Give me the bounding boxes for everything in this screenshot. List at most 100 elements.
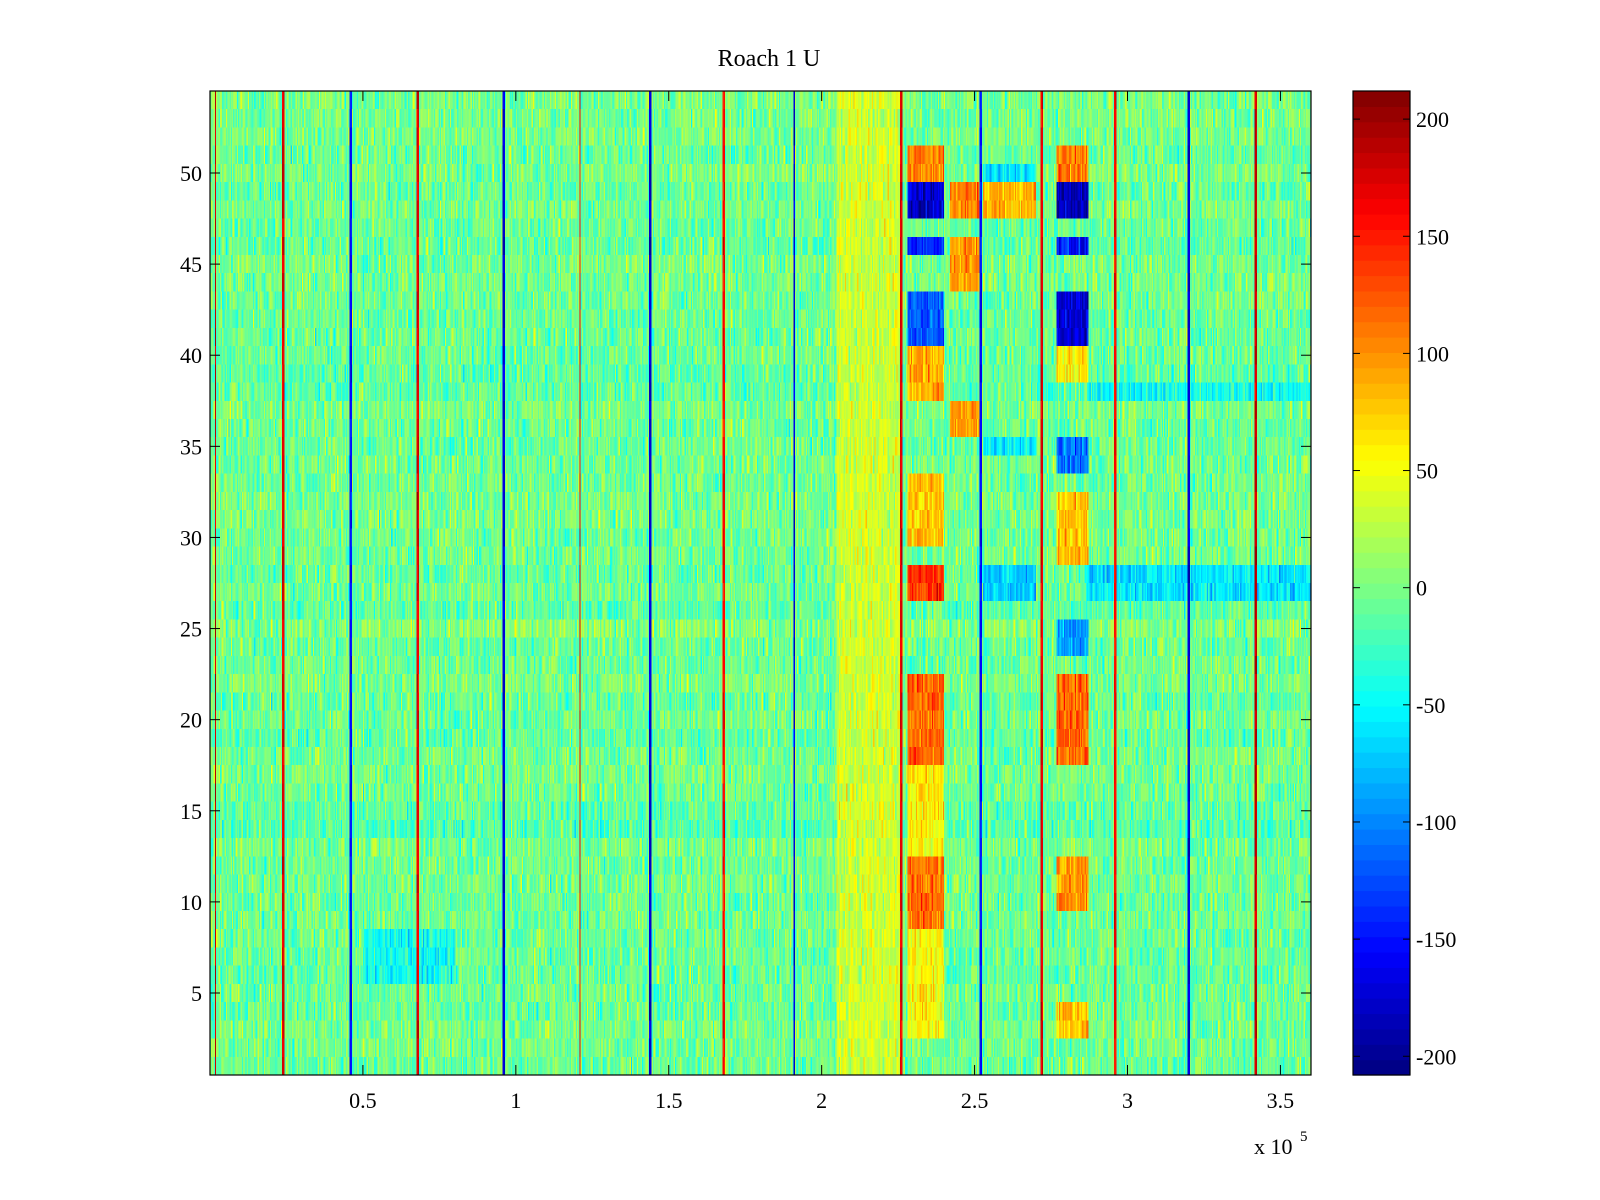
colorbar-tick-label: -100 [1416, 810, 1456, 835]
x-tick-label: 2.5 [961, 1088, 989, 1113]
colorbar-segment [1353, 383, 1410, 400]
colorbar-segment [1353, 690, 1410, 707]
colorbar-frame [1352, 90, 1411, 1076]
colorbar-segment [1353, 460, 1410, 476]
colorbar-tick-label: -200 [1416, 1044, 1456, 1069]
colorbar-segment [1353, 290, 1410, 307]
colorbar-tick-label: -50 [1416, 693, 1445, 718]
y-tick-label: 45 [180, 252, 202, 277]
colorbar-segment [1353, 644, 1410, 661]
y-tick-label: 5 [191, 981, 202, 1006]
colorbar-segment [1353, 982, 1410, 999]
colorbar-tick-label: 50 [1416, 459, 1438, 484]
colorbar-segment [1353, 721, 1410, 738]
colorbar-segment [1353, 167, 1410, 184]
colorbar-segment [1353, 337, 1410, 353]
y-tick-label: 25 [180, 617, 202, 642]
colorbar-segment [1353, 905, 1410, 922]
colorbar-segment [1353, 106, 1410, 123]
colorbar-segment [1353, 198, 1410, 215]
colorbar-segment [1353, 137, 1410, 154]
colorbar-segment [1353, 306, 1410, 323]
colorbar-segment [1353, 736, 1410, 753]
colorbar-tick-label: 0 [1416, 576, 1427, 601]
colorbar-segment [1353, 782, 1410, 799]
y-tick-label: 20 [180, 708, 202, 733]
x-axis-ticks: 0.5 1 1.5 2 2.5 3 3.5 [349, 91, 1294, 1113]
y-tick-label: 50 [180, 161, 202, 186]
y-axis-ticks: 5 10 15 20 25 30 35 40 45 50 [180, 161, 1311, 1006]
colorbar-tick-label: 200 [1416, 107, 1449, 132]
colorbar-segment [1353, 952, 1410, 968]
y-tick-label: 35 [180, 434, 202, 459]
colorbar-segment [1353, 352, 1410, 369]
colorbar-segment [1353, 183, 1410, 200]
colorbar-segment [1353, 275, 1410, 292]
colorbar-segment [1353, 798, 1410, 815]
plot-axes-box [209, 90, 1312, 1076]
colorbar-segment [1353, 91, 1410, 107]
colorbar-segment [1353, 260, 1410, 277]
colorbar-segment [1353, 767, 1410, 784]
colorbar-segment [1353, 244, 1410, 261]
colorbar-segment [1353, 429, 1410, 446]
colorbar-segment [1353, 629, 1410, 646]
colorbar-segment [1353, 1013, 1410, 1030]
colorbar-segment [1353, 967, 1410, 984]
x-axis-multiplier: x 10 5 [1254, 1129, 1308, 1159]
x-tick-label: 1 [510, 1088, 521, 1113]
colorbar-segment [1353, 1044, 1410, 1061]
colorbar-segment [1353, 829, 1410, 845]
colorbar-segment [1353, 998, 1410, 1015]
colorbar [1353, 91, 1410, 1076]
colorbar-segment [1353, 921, 1410, 938]
colorbar-segment [1353, 152, 1410, 169]
chart-title: Roach 1 U [718, 46, 821, 72]
colorbar-ticks: 200 150 100 50 0 -50 -100 -150 -200 [1353, 107, 1456, 1069]
y-tick-label: 15 [180, 799, 202, 824]
colorbar-segment [1353, 214, 1410, 230]
colorbar-segment [1353, 936, 1410, 953]
colorbar-tick-label: 150 [1416, 224, 1449, 249]
colorbar-segment [1353, 413, 1410, 430]
colorbar-segment [1353, 1059, 1410, 1076]
x-tick-label: 1.5 [655, 1088, 683, 1113]
x-axis-multiplier-base: x 10 [1254, 1134, 1293, 1159]
colorbar-segment [1353, 1028, 1410, 1045]
colorbar-segment [1353, 659, 1410, 676]
colorbar-tick-label: 100 [1416, 341, 1449, 366]
colorbar-segment [1353, 367, 1410, 384]
x-axis-multiplier-exponent: 5 [1300, 1129, 1308, 1145]
colorbar-segment [1353, 121, 1410, 138]
colorbar-segment [1353, 321, 1410, 338]
colorbar-segment [1353, 552, 1410, 569]
y-tick-label: 10 [180, 890, 202, 915]
colorbar-segment [1353, 506, 1410, 523]
x-tick-label: 3.5 [1267, 1088, 1295, 1113]
x-tick-label: 3 [1122, 1088, 1133, 1113]
heatmap-image [210, 91, 1311, 1075]
colorbar-segment [1353, 706, 1410, 722]
colorbar-segment [1353, 844, 1410, 861]
y-tick-label: 40 [180, 343, 202, 368]
colorbar-segment [1353, 613, 1410, 630]
y-tick-label: 30 [180, 525, 202, 550]
x-tick-label: 0.5 [349, 1088, 377, 1113]
colorbar-segment [1353, 583, 1410, 599]
colorbar-segment [1353, 229, 1410, 246]
colorbar-segment [1353, 398, 1410, 415]
colorbar-segment [1353, 859, 1410, 876]
colorbar-segment [1353, 444, 1410, 461]
colorbar-segment [1353, 752, 1410, 769]
colorbar-segment [1353, 813, 1410, 830]
colorbar-segment [1353, 490, 1410, 507]
x-tick-label: 2 [816, 1088, 827, 1113]
colorbar-segment [1353, 521, 1410, 538]
colorbar-segment [1353, 475, 1410, 492]
colorbar-segment [1353, 598, 1410, 615]
colorbar-segment [1353, 536, 1410, 553]
colorbar-segment [1353, 890, 1410, 907]
heatmap-cells [210, 91, 1311, 1075]
colorbar-segment [1353, 567, 1410, 584]
